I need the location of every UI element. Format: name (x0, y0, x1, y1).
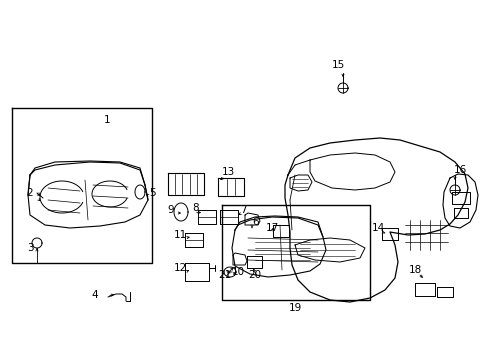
Text: 14: 14 (370, 223, 384, 233)
Text: 21: 21 (218, 270, 231, 280)
Text: 2: 2 (27, 188, 33, 198)
Text: 3: 3 (27, 243, 33, 253)
Text: 1: 1 (103, 115, 110, 125)
Text: 12: 12 (173, 263, 186, 273)
Text: 19: 19 (288, 303, 301, 313)
Text: 18: 18 (407, 265, 421, 275)
Text: 10: 10 (231, 267, 244, 277)
Text: 4: 4 (92, 290, 98, 300)
Text: 16: 16 (452, 165, 466, 175)
Text: 7: 7 (239, 205, 246, 215)
Text: 6: 6 (252, 217, 259, 227)
Text: 8: 8 (192, 203, 199, 213)
Text: 11: 11 (173, 230, 186, 240)
Text: 17: 17 (265, 223, 278, 233)
Text: 5: 5 (149, 188, 156, 198)
Text: 13: 13 (221, 167, 234, 177)
Text: 20: 20 (248, 270, 261, 280)
Text: 9: 9 (167, 205, 174, 215)
Text: 15: 15 (331, 60, 344, 70)
